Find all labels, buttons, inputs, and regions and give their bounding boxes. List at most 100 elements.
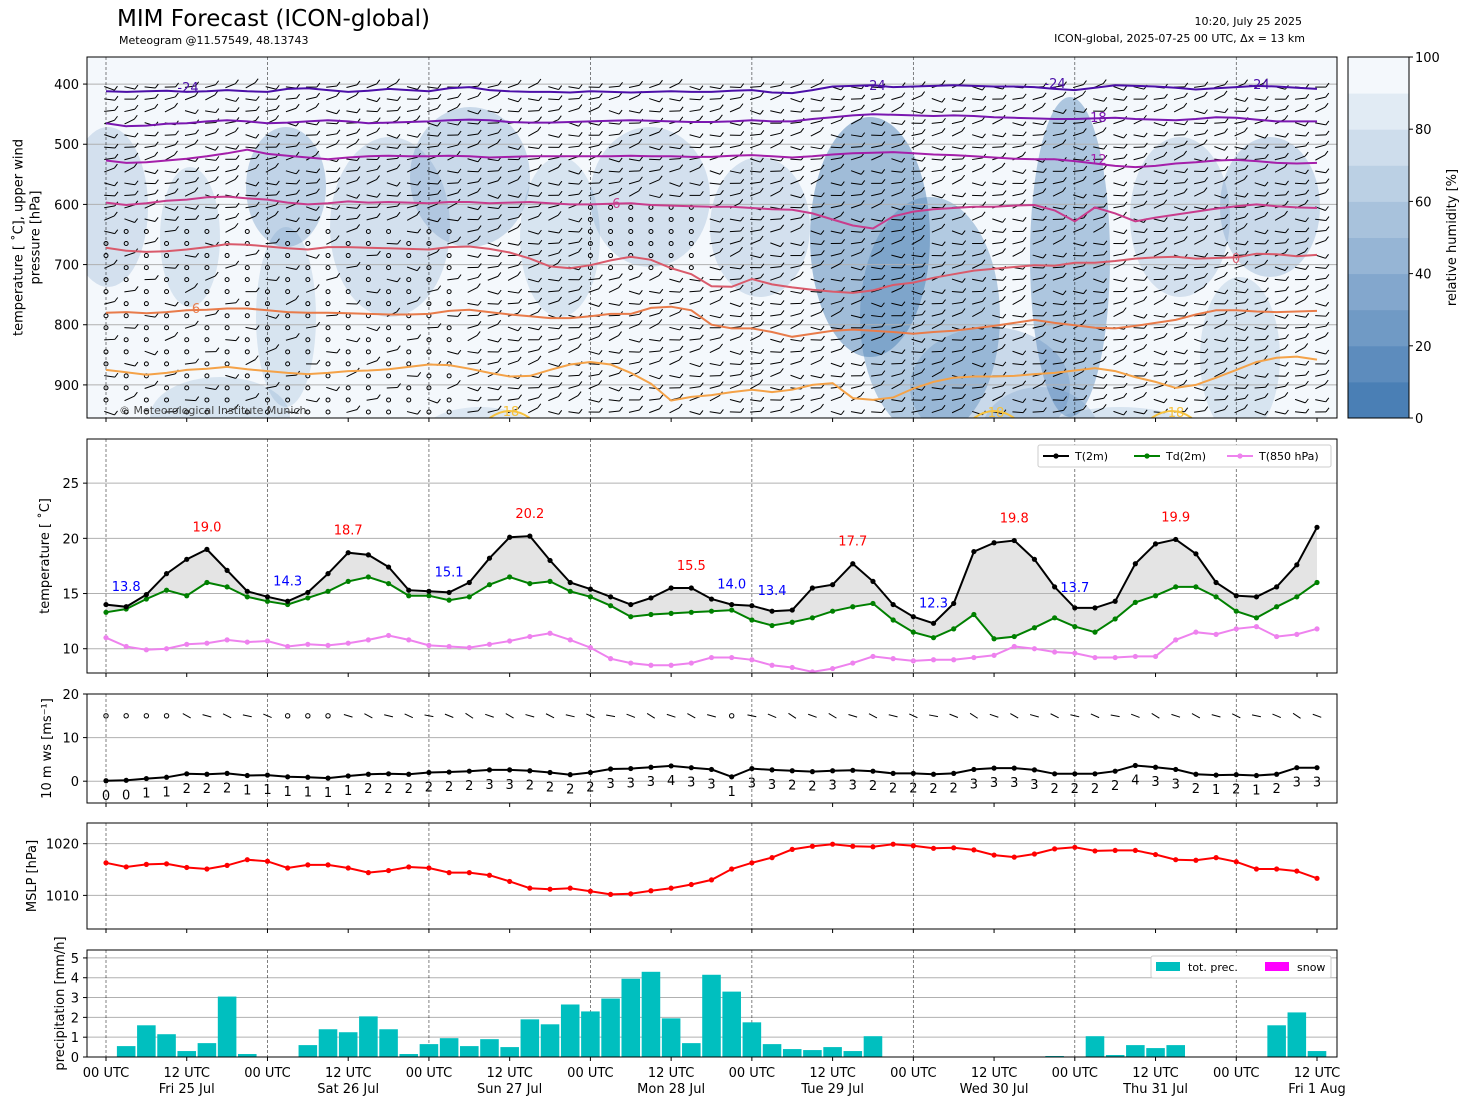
calm-wind-marker: [164, 361, 170, 367]
wind-barb-flag: [981, 362, 986, 368]
calm-wind-marker: [345, 361, 351, 367]
wind-barb-flag: [1304, 199, 1309, 205]
wind-barb: [1234, 374, 1246, 379]
wind-barb-flag: [296, 265, 300, 270]
wind-barb: [689, 300, 701, 305]
wind-barb-flag: [1265, 106, 1269, 111]
wind-barb-flag: [1042, 168, 1047, 173]
series-point: [1132, 561, 1138, 567]
wind-barb: [467, 362, 479, 365]
calm-wind-marker: [285, 361, 291, 367]
wind-barb: [164, 229, 176, 233]
wind-barb: [1234, 168, 1246, 173]
wind-barb-flag: [558, 276, 563, 282]
wind-barb-flag: [497, 176, 502, 182]
calm-wind-marker: [103, 313, 109, 319]
wind-speed-point: [507, 767, 513, 773]
wind-barb-flag: [639, 300, 644, 305]
wind-barb-flag: [1082, 145, 1087, 151]
wind-barb: [1113, 263, 1124, 269]
wind-barb-flag: [1264, 297, 1269, 302]
calm-wind-marker: [608, 265, 614, 271]
y-axis-label: 10 m ws [ms⁻¹]: [40, 698, 55, 799]
wind-barb-flag: [1163, 285, 1168, 290]
wind-barb-flag: [437, 189, 442, 195]
wind-barb-flag: [1223, 367, 1228, 373]
calm-wind-marker: [103, 361, 109, 367]
wind-barb: [790, 217, 802, 221]
wind-barb: [1294, 363, 1306, 366]
wind-barb: [144, 218, 156, 222]
wind-barb: [1113, 338, 1125, 341]
series-point: [1233, 608, 1239, 614]
wind-barb-flag: [114, 410, 118, 416]
mslp-point: [507, 878, 513, 885]
wind-barb: [467, 206, 479, 211]
wind-barb-flag: [295, 151, 300, 157]
wind-barb: [1194, 324, 1205, 329]
precip-bar: [581, 1011, 600, 1057]
wind-barb: [104, 215, 115, 221]
wind-barb: [507, 302, 519, 305]
wind-barb-flag: [1305, 322, 1310, 328]
wind-barb: [770, 84, 781, 88]
gust-label: 2: [546, 780, 554, 795]
wind-barb: [911, 142, 922, 149]
wind-barb-flag: [962, 250, 967, 255]
wind-barb-flag: [921, 385, 926, 391]
wind-barb: [931, 194, 943, 199]
wind-barb: [528, 205, 539, 209]
wind-frame: [86, 693, 1338, 804]
wind-barb-flag: [861, 323, 866, 329]
wind-barb: [1093, 168, 1104, 173]
wind-barb: [1113, 109, 1125, 112]
calm-wind-marker: [184, 313, 190, 319]
calm-wind-marker: [587, 204, 593, 210]
series-point: [486, 641, 493, 647]
wind-barb: [729, 107, 741, 113]
wind-barb-flag: [861, 371, 866, 377]
wind-barb-flag: [820, 345, 825, 351]
wind-barb-flag: [1062, 139, 1067, 144]
wind-barb: [487, 254, 499, 257]
wind-barb: [649, 360, 660, 365]
wind-barb: [467, 324, 479, 329]
wind-barb: [709, 182, 721, 185]
wind-barb-flag: [719, 200, 724, 205]
wind-barb-flag: [376, 97, 381, 102]
wind-barb: [568, 134, 580, 137]
calm-wind-marker: [244, 337, 250, 343]
y-tick-label: 20: [62, 688, 79, 703]
calm-wind-marker: [386, 289, 392, 295]
wind-barb: [689, 327, 701, 330]
wind-barb: [225, 146, 236, 150]
wind-barb-flag: [276, 276, 280, 281]
calm-wind-marker: [608, 204, 614, 210]
wind-barb: [1072, 227, 1084, 233]
wind-barb: [891, 254, 902, 259]
calm-wind-marker: [164, 349, 170, 355]
wind-barb: [649, 131, 660, 137]
wind-barb: [1093, 397, 1104, 401]
wind-barb-flag: [840, 133, 845, 138]
gust-label: 2: [1111, 779, 1119, 794]
wind-barb: [891, 239, 902, 245]
wind-barb-flag: [1103, 393, 1108, 399]
series-point: [1152, 593, 1159, 599]
wind-barb-flag: [820, 355, 825, 361]
wind-barb-flag: [1223, 271, 1228, 277]
wind-barb-flag: [1204, 167, 1209, 172]
wind-barb-flag: [861, 237, 866, 243]
wind-barb: [144, 107, 155, 113]
wind-barb-flag: [396, 78, 400, 84]
series-point: [830, 582, 836, 588]
wind-barb: [1113, 146, 1125, 149]
series-point: [446, 597, 452, 603]
wind-barb: [1254, 326, 1266, 330]
wind-barb: [628, 170, 640, 172]
wind-barb-flag: [376, 107, 381, 112]
wind-barb: [649, 146, 660, 151]
wind-barb: [265, 385, 277, 389]
wind-barb: [750, 218, 761, 221]
